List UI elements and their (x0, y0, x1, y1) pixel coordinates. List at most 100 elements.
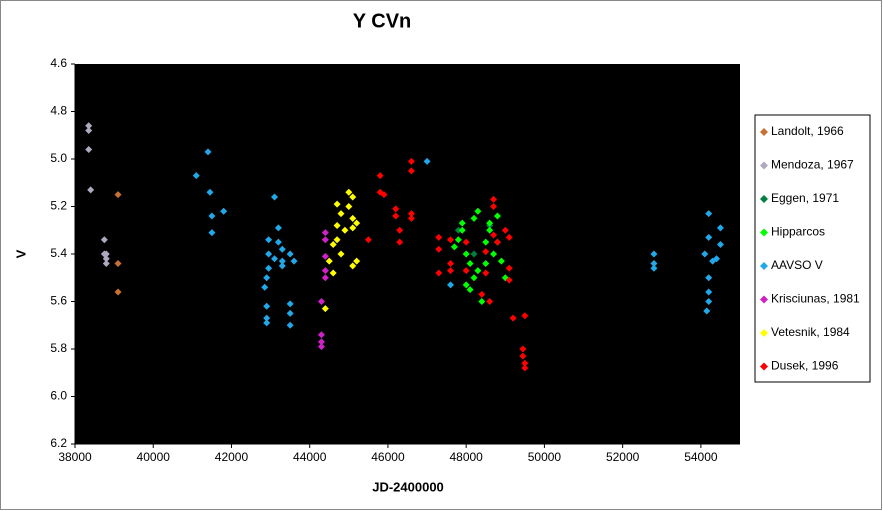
data-point (325, 257, 333, 265)
data-point (286, 309, 294, 317)
data-point (407, 210, 415, 218)
data-point (650, 264, 658, 272)
data-point (353, 219, 361, 227)
data-point (466, 260, 474, 267)
data-point (192, 172, 200, 180)
data-point (505, 264, 513, 272)
data-point (701, 250, 709, 258)
data-point (521, 359, 529, 367)
legend-marker (760, 295, 768, 304)
data-point (392, 212, 400, 220)
data-point (482, 238, 490, 246)
data-point (345, 203, 353, 210)
data-point (220, 207, 228, 215)
data-point (435, 269, 443, 277)
data-point (482, 248, 490, 256)
data-point (263, 314, 271, 322)
y-tick-label: 4.8 (50, 104, 67, 118)
data-point (392, 205, 400, 213)
data-point (85, 127, 93, 134)
data-point (447, 260, 455, 267)
data-point (271, 193, 278, 201)
data-point (265, 250, 273, 258)
data-point (349, 214, 357, 222)
data-point (337, 210, 345, 218)
data-point (407, 157, 415, 165)
y-tick-label: 4.6 (50, 56, 67, 70)
data-point (466, 286, 474, 294)
x-tick-label: 46000 (371, 450, 405, 464)
data-point (349, 262, 357, 270)
data-point (100, 250, 108, 258)
data-point (321, 267, 329, 275)
data-point (278, 262, 286, 270)
data-point (329, 269, 337, 277)
data-point (353, 257, 361, 265)
data-point (493, 238, 501, 246)
data-point (85, 146, 93, 153)
data-point (204, 148, 212, 156)
y-tick-label: 5.2 (50, 199, 67, 213)
data-point (321, 229, 329, 237)
data-point (470, 274, 478, 282)
data-point (713, 255, 721, 263)
data-point (450, 243, 458, 251)
data-point (114, 288, 122, 296)
legend-text: Landolt, 1966 (771, 124, 844, 138)
data-point (490, 195, 498, 203)
data-point (519, 345, 527, 353)
data-point (509, 314, 517, 322)
data-point (470, 250, 478, 258)
legend-text: Hipparcos (771, 225, 825, 239)
data-point (505, 276, 513, 284)
data-point (317, 343, 325, 351)
data-point (333, 222, 341, 229)
data-point (341, 226, 349, 234)
data-point (114, 191, 122, 199)
data-point (716, 241, 724, 248)
data-point (486, 219, 494, 227)
data-point (435, 233, 443, 241)
data-point (321, 236, 329, 244)
data-point (321, 274, 329, 282)
legend-marker (760, 161, 768, 170)
data-point (705, 233, 713, 241)
x-tick-label: 42000 (215, 450, 249, 464)
data-point (447, 281, 455, 289)
data-point (317, 331, 325, 339)
plot-area (75, 64, 740, 444)
y-tick-label: 6.0 (50, 389, 67, 403)
data-point (519, 352, 527, 360)
chart-title: Y CVn (353, 10, 412, 32)
data-point (85, 122, 93, 130)
data-point (454, 226, 462, 234)
data-point (478, 298, 486, 305)
x-tick-label: 54000 (684, 450, 718, 464)
legend-text: Krisciunas, 1981 (771, 292, 860, 306)
data-point (265, 264, 273, 272)
data-point (321, 305, 329, 313)
legend-text: Dusek, 1996 (771, 359, 839, 373)
data-point (474, 207, 482, 215)
data-point (317, 298, 325, 305)
legend-marker (760, 128, 768, 136)
data-point (486, 226, 494, 234)
data-point (521, 364, 529, 372)
data-point (447, 236, 455, 244)
data-point (462, 267, 470, 275)
data-point (114, 260, 122, 267)
legend-marker (760, 262, 768, 270)
data-point (462, 281, 470, 289)
data-point (333, 236, 341, 244)
data-point (447, 267, 455, 275)
data-point (263, 319, 271, 327)
data-point (435, 245, 443, 253)
data-point (329, 241, 337, 248)
data-point (317, 338, 325, 346)
data-point (705, 298, 713, 305)
data-point (396, 226, 404, 234)
data-point (407, 167, 415, 175)
data-point (278, 257, 286, 265)
x-axis-label: JD-2400000 (372, 479, 444, 494)
